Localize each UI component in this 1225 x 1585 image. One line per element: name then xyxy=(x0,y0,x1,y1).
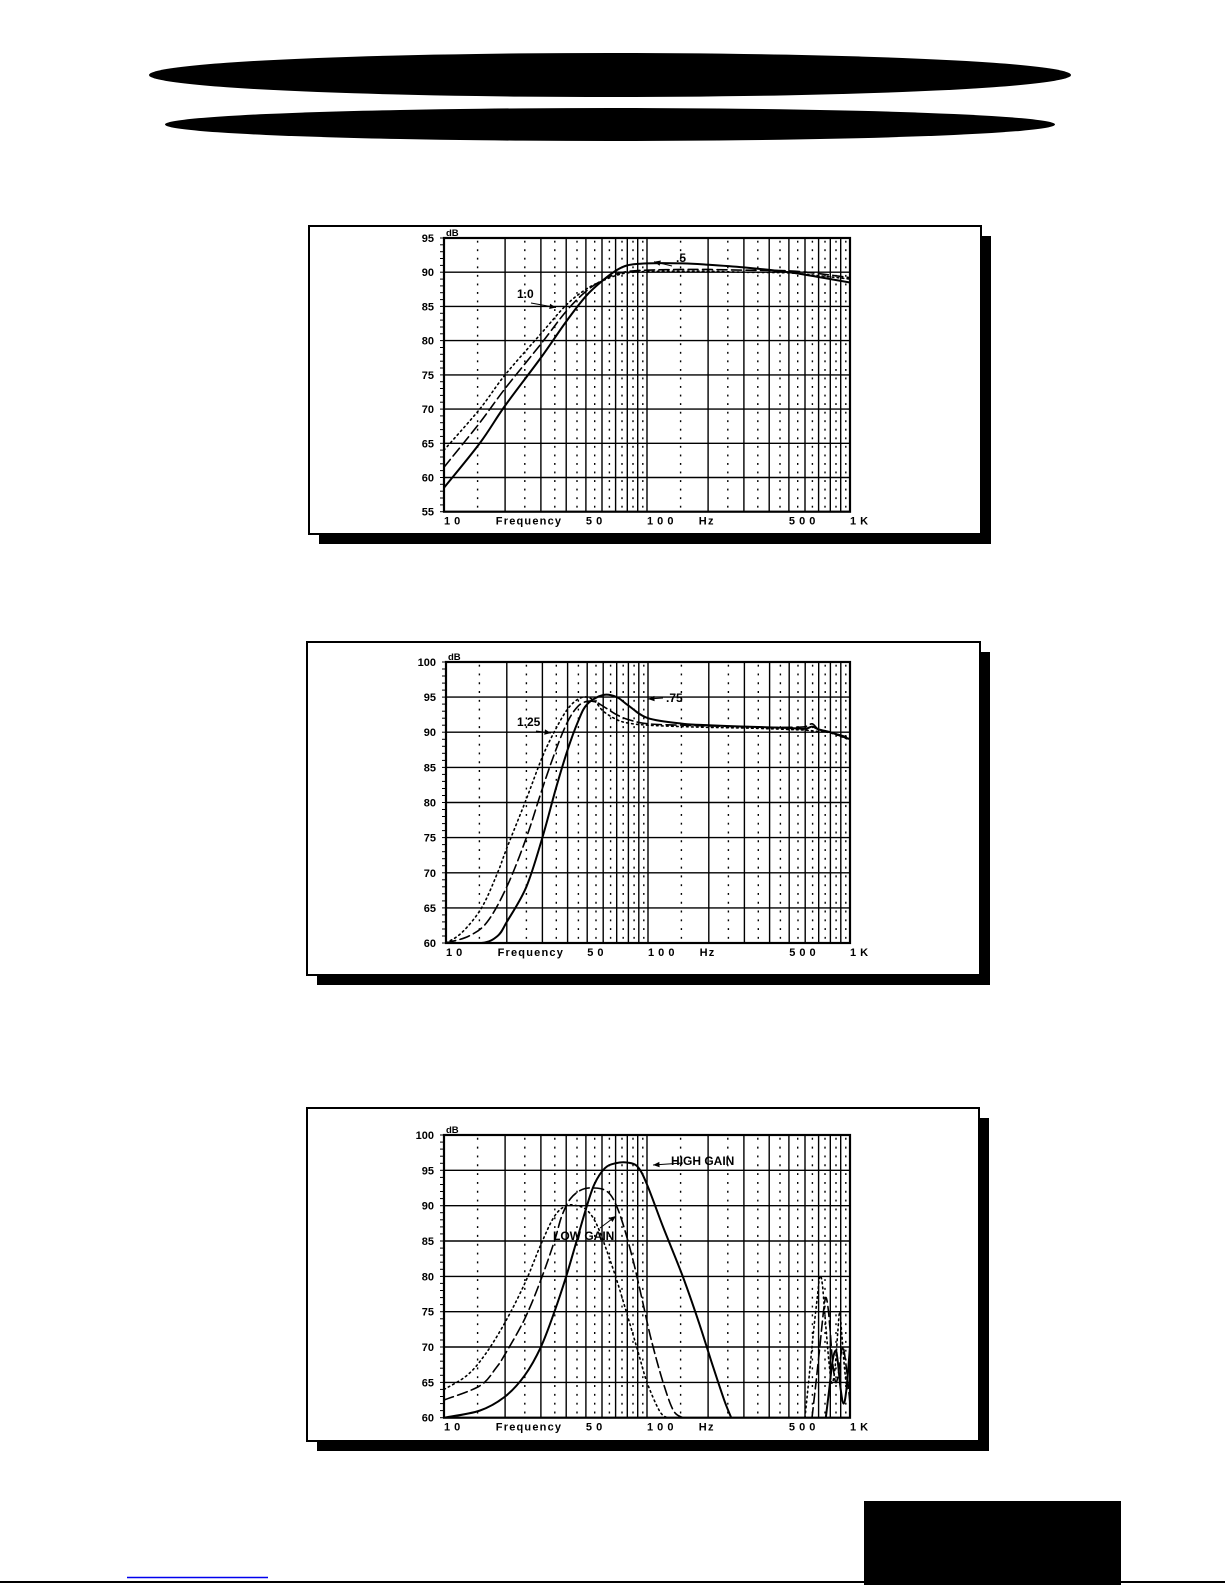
svg-text:60: 60 xyxy=(424,938,436,950)
svg-text:65: 65 xyxy=(422,438,434,450)
svg-text:90: 90 xyxy=(422,1201,434,1213)
svg-text:90: 90 xyxy=(422,267,434,279)
svg-text:55: 55 xyxy=(422,507,434,519)
svg-text:85: 85 xyxy=(424,762,436,774)
svg-text:85: 85 xyxy=(422,301,434,313)
svg-text:Hz: Hz xyxy=(699,516,715,528)
svg-text:1 K: 1 K xyxy=(850,516,869,528)
svg-text:.5: .5 xyxy=(676,251,686,265)
svg-text:1 0: 1 0 xyxy=(444,516,461,528)
svg-text:70: 70 xyxy=(424,868,436,880)
svg-text:65: 65 xyxy=(422,1377,434,1389)
svg-text:75: 75 xyxy=(424,833,436,845)
svg-text:1 0 0: 1 0 0 xyxy=(647,516,674,528)
svg-text:65: 65 xyxy=(424,903,436,915)
svg-text:5 0: 5 0 xyxy=(586,1422,603,1434)
svg-text:75: 75 xyxy=(422,370,434,382)
svg-text:1 K: 1 K xyxy=(850,1422,869,1434)
svg-text:95: 95 xyxy=(422,1165,434,1177)
svg-text:100: 100 xyxy=(416,1130,434,1142)
svg-text:dB: dB xyxy=(446,1125,459,1136)
svg-text:LOW GAIN: LOW GAIN xyxy=(553,1229,614,1243)
svg-text:Frequency: Frequency xyxy=(496,516,562,528)
svg-text:Hz: Hz xyxy=(699,1422,715,1434)
svg-text:5 0 0: 5 0 0 xyxy=(789,516,816,528)
svg-text:1.0: 1.0 xyxy=(517,287,534,301)
svg-text:HIGH GAIN: HIGH GAIN xyxy=(671,1154,734,1168)
svg-text:Frequency: Frequency xyxy=(498,947,564,959)
svg-text:dB: dB xyxy=(448,652,461,663)
svg-text:70: 70 xyxy=(422,404,434,416)
svg-text:80: 80 xyxy=(422,336,434,348)
svg-text:5 0: 5 0 xyxy=(586,516,603,528)
svg-text:Frequency: Frequency xyxy=(496,1422,562,1434)
svg-text:85: 85 xyxy=(422,1236,434,1248)
svg-text:5 0: 5 0 xyxy=(587,947,604,959)
svg-text:95: 95 xyxy=(424,692,436,704)
svg-text:100: 100 xyxy=(418,657,436,669)
svg-text:1 0: 1 0 xyxy=(446,947,463,959)
svg-text:75: 75 xyxy=(422,1307,434,1319)
svg-text:60: 60 xyxy=(422,473,434,485)
svg-text:80: 80 xyxy=(424,798,436,810)
svg-text:5 0 0: 5 0 0 xyxy=(789,1422,816,1434)
svg-text:60: 60 xyxy=(422,1413,434,1425)
svg-text:dB: dB xyxy=(446,228,459,239)
svg-text:.75: .75 xyxy=(666,691,683,705)
svg-text:95: 95 xyxy=(422,233,434,245)
svg-text:90: 90 xyxy=(424,727,436,739)
svg-text:1 0 0: 1 0 0 xyxy=(648,947,675,959)
svg-text:1.25: 1.25 xyxy=(517,715,541,729)
svg-text:1 0 0: 1 0 0 xyxy=(647,1422,674,1434)
svg-text:1 0: 1 0 xyxy=(444,1422,461,1434)
svg-text:80: 80 xyxy=(422,1271,434,1283)
svg-text:5 0 0: 5 0 0 xyxy=(789,947,816,959)
svg-text:70: 70 xyxy=(422,1342,434,1354)
svg-text:Hz: Hz xyxy=(700,947,716,959)
svg-text:1 K: 1 K xyxy=(850,947,869,959)
